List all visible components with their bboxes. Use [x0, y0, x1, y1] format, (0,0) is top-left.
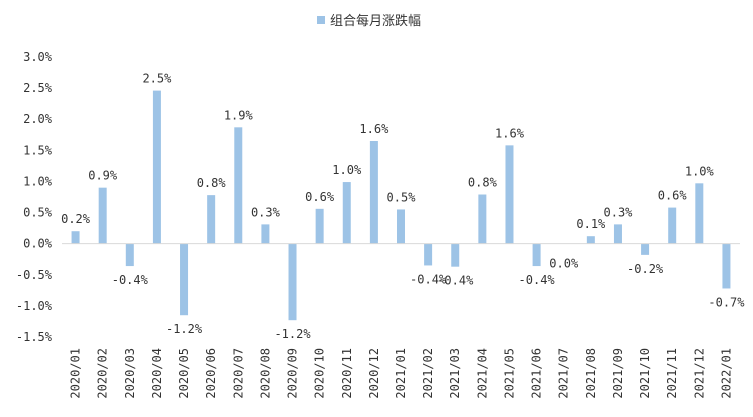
y-tick-label: -0.5% [16, 268, 53, 282]
bar-2020-10 [315, 208, 324, 244]
data-label: 0.0% [549, 257, 579, 271]
bar-2020-11 [342, 182, 351, 244]
bar-2020-12 [369, 141, 378, 244]
data-label: 0.3% [604, 205, 634, 219]
y-axis: 3.0% 2.5% 2.0% 1.5% 1.0% 0.5% 0.0% -0.5% -1.0% -1… [16, 50, 53, 344]
x-tick-label: 2020/10 [313, 348, 327, 399]
bar-2020-02 [98, 187, 107, 244]
bar-2020-06 [207, 195, 216, 244]
x-tick-label: 2021/12 [692, 348, 706, 399]
bar-2020-07 [234, 127, 243, 244]
x-axis: 2020/01 2020/02 2020/03 2020/04 2020/05 2020/… [69, 348, 734, 399]
bar-2020-01 [71, 231, 80, 244]
x-tick-label: 2020/09 [286, 348, 300, 399]
data-label: 0.6% [305, 190, 335, 204]
x-tick-label: 2021/11 [665, 348, 679, 399]
data-label: -0.4% [112, 273, 149, 287]
y-tick-label: 1.0% [23, 174, 53, 188]
bar-2022-01 [722, 243, 731, 289]
data-label: 2.5% [142, 72, 172, 86]
legend-swatch [317, 16, 325, 24]
bar-2020-04 [152, 90, 161, 244]
x-tick-label: 2020/11 [340, 348, 354, 399]
data-labels: 0.2% 0.9% -0.4% 2.5% -1.2% 0.8% 1.9% 0.3% -1.2% 0… [61, 72, 745, 342]
bar-2021-12 [695, 183, 704, 244]
x-tick-label: 2021/08 [584, 348, 598, 399]
x-tick-label: 2020/08 [258, 348, 272, 399]
data-label: 0.1% [576, 217, 606, 231]
data-label: -0.2% [627, 262, 664, 276]
x-tick-label: 2021/06 [530, 348, 544, 399]
data-label: 0.8% [197, 176, 227, 190]
data-label: -1.2% [166, 322, 203, 336]
data-label: -0.4% [410, 272, 447, 286]
bar-2021-10 [641, 243, 650, 255]
y-tick-label: 2.5% [23, 81, 53, 95]
data-label: 0.6% [658, 189, 688, 203]
x-tick-label: 2020/03 [123, 348, 137, 399]
y-tick-label: 0.0% [23, 237, 53, 251]
y-tick-label: -1.5% [16, 330, 53, 344]
bar-2021-06 [532, 243, 541, 267]
bar-2021-11 [668, 207, 677, 244]
x-tick-label: 2020/01 [69, 348, 83, 399]
legend: 组合每月涨跌幅 [317, 13, 421, 29]
x-tick-label: 2020/07 [231, 348, 245, 399]
x-tick-label: 2020/05 [177, 348, 191, 399]
x-tick-label: 2020/12 [367, 348, 381, 399]
bar-2021-08 [586, 236, 595, 244]
x-tick-label: 2021/03 [448, 348, 462, 399]
data-label: 0.8% [468, 176, 498, 190]
data-label: -0.4% [519, 273, 556, 287]
data-label: 1.0% [332, 163, 362, 177]
x-tick-label: 2021/09 [611, 348, 625, 399]
data-label: 0.2% [61, 212, 91, 226]
data-label: -1.2% [274, 327, 311, 341]
x-tick-label: 2021/07 [557, 348, 571, 399]
data-label: 1.6% [495, 126, 525, 140]
bar-2021-01 [397, 209, 405, 244]
x-tick-label: 2021/04 [475, 348, 489, 399]
x-tick-label: 2021/01 [394, 348, 408, 399]
x-tick-label: 2020/06 [204, 348, 218, 399]
data-label: 1.6% [359, 122, 389, 136]
y-tick-label: 1.5% [23, 143, 53, 157]
bar-2020-03 [125, 243, 134, 267]
y-tick-label: -1.0% [16, 299, 53, 313]
y-tick-label: 3.0% [23, 50, 53, 64]
x-tick-label: 2021/05 [502, 348, 516, 399]
legend-label: 组合每月涨跌幅 [330, 13, 421, 29]
y-tick-label: 2.0% [23, 112, 53, 126]
bar-2020-09 [288, 243, 297, 321]
data-label: 0.5% [387, 190, 417, 204]
data-label: 1.9% [224, 108, 254, 122]
data-label: 1.0% [685, 164, 715, 178]
x-tick-label: 2022/01 [719, 348, 733, 399]
bar-2020-05 [180, 243, 189, 316]
bar-2021-04 [478, 194, 487, 244]
bar-2021-05 [505, 145, 514, 244]
bar-2021-03 [451, 243, 460, 267]
x-tick-label: 2021/10 [638, 348, 652, 399]
x-tick-label: 2021/02 [421, 348, 435, 399]
x-tick-label: 2020/02 [96, 348, 110, 399]
bar-2020-08 [261, 224, 270, 244]
bar-2021-09 [613, 224, 622, 244]
bars [71, 90, 731, 321]
bar-2021-02 [424, 243, 433, 266]
data-label: 0.9% [88, 169, 118, 183]
y-tick-label: 0.5% [23, 206, 53, 220]
x-tick-label: 2020/04 [150, 348, 164, 399]
data-label: 0.3% [251, 205, 281, 219]
data-label: -0.4% [437, 274, 474, 288]
data-label: -0.7% [708, 295, 745, 309]
